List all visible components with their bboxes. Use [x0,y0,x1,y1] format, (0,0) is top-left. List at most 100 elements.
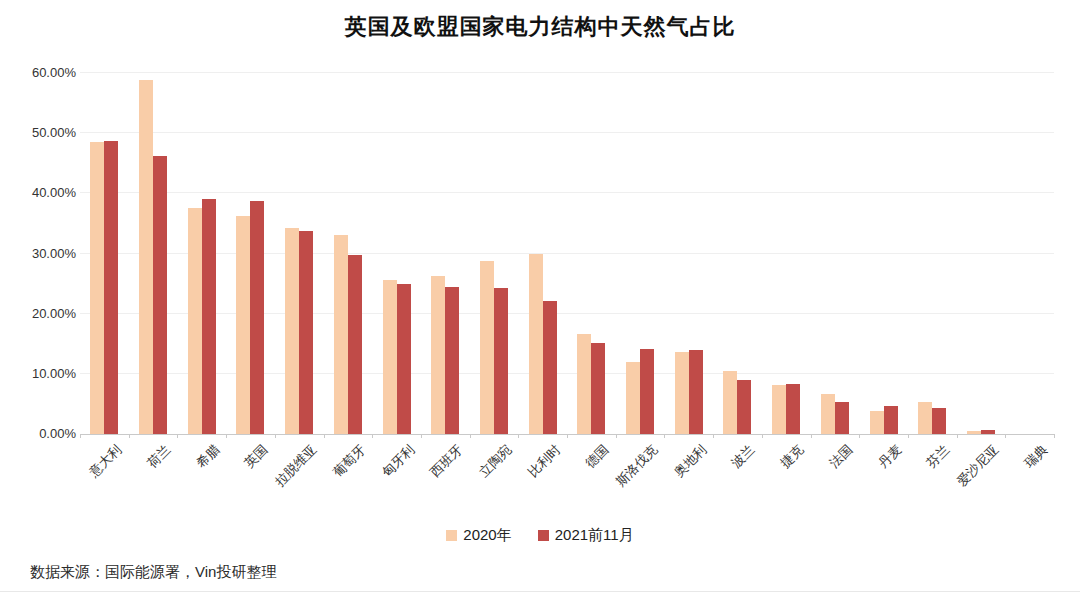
x-tick-mark [177,434,178,438]
bar-2021前11月-比利时 [543,301,557,434]
y-axis-tick-label: 20.00% [6,307,76,321]
bar-2021前11月-德国 [591,343,605,434]
x-tick-mark [957,434,958,438]
x-tick-mark [80,434,81,438]
bar-2020年-意大利 [90,142,104,434]
gridline-10 [80,373,1054,374]
bar-2021前11月-法国 [835,402,849,434]
x-label-英国: 英国 [241,441,272,472]
bar-2021前11月-希腊 [202,199,216,434]
bar-2020年-捷克 [772,385,786,434]
bar-2021前11月-立陶宛 [494,288,508,434]
bar-2021前11月-波兰 [737,380,751,434]
x-tick-mark [713,434,714,438]
x-tick-mark [762,434,763,438]
bar-2020年-英国 [236,216,250,434]
x-tick-mark [1054,434,1055,438]
legend-label: 2020年 [463,526,511,545]
x-label-波兰: 波兰 [728,441,759,472]
bar-2021前11月-葡萄牙 [348,255,362,434]
x-tick-mark [275,434,276,438]
x-tick-mark [129,434,130,438]
x-label-希腊: 希腊 [192,441,223,472]
x-label-荷兰: 荷兰 [144,441,175,472]
bar-2020年-拉脱维亚 [285,228,299,434]
bar-2021前11月-荷兰 [153,156,167,434]
x-tick-mark [567,434,568,438]
bar-2020年-芬兰 [918,402,932,434]
gridline-50 [80,132,1054,133]
bar-2020年-比利时 [529,254,543,434]
x-tick-mark [859,434,860,438]
x-label-芬兰: 芬兰 [923,441,954,472]
x-label-瑞典: 瑞典 [1020,441,1051,472]
y-axis-tick-label: 60.00% [6,66,76,80]
bar-2020年-立陶宛 [480,261,494,434]
chart-title: 英国及欧盟国家电力结构中天然气占比 [0,12,1080,42]
chart-container: 英国及欧盟国家电力结构中天然气占比 意大利荷兰希腊英国拉脱维亚葡萄牙匈牙利西班牙… [0,0,1080,594]
bar-2021前11月-爱沙尼亚 [981,430,995,434]
x-tick-mark [421,434,422,438]
y-axis-tick-label: 0.00% [6,427,76,441]
x-tick-mark [518,434,519,438]
x-label-比利时: 比利时 [524,441,564,481]
bar-2021前11月-拉脱维亚 [299,231,313,434]
x-tick-mark [1005,434,1006,438]
x-label-奥地利: 奥地利 [670,441,710,481]
bar-2021前11月-英国 [250,201,264,434]
bottom-divider [0,591,1080,592]
y-axis-tick-label: 50.00% [6,126,76,140]
x-label-德国: 德国 [582,441,613,472]
legend-swatch-icon [538,530,549,541]
legend-swatch-icon [446,530,457,541]
x-label-捷克: 捷克 [777,441,808,472]
x-label-丹麦: 丹麦 [874,441,905,472]
bar-2020年-爱沙尼亚 [967,431,981,434]
x-label-葡萄牙: 葡萄牙 [329,441,369,481]
x-label-意大利: 意大利 [86,441,126,481]
bar-2020年-荷兰 [139,80,153,434]
y-axis-tick-label: 10.00% [6,367,76,381]
bar-2021前11月-捷克 [786,384,800,434]
gridline-30 [80,253,1054,254]
gridline-40 [80,192,1054,193]
gridline-60 [80,72,1054,73]
x-label-斯洛伐克: 斯洛伐克 [612,441,661,490]
bar-2021前11月-西班牙 [445,287,459,434]
x-label-匈牙利: 匈牙利 [378,441,418,481]
x-tick-mark [226,434,227,438]
y-axis-tick-label: 30.00% [6,247,76,261]
x-tick-mark [372,434,373,438]
x-label-拉脱维亚: 拉脱维亚 [271,441,320,490]
bar-2020年-斯洛伐克 [626,362,640,434]
x-tick-mark [470,434,471,438]
bar-2020年-德国 [577,334,591,434]
data-source: 数据来源：国际能源署，Vin投研整理 [30,563,276,582]
y-axis-tick-label: 40.00% [6,186,76,200]
bar-2021前11月-斯洛伐克 [640,349,654,434]
x-tick-mark [811,434,812,438]
bar-2021前11月-匈牙利 [397,284,411,434]
bar-2021前11月-意大利 [104,141,118,434]
x-label-西班牙: 西班牙 [427,441,467,481]
x-tick-mark [664,434,665,438]
bar-2020年-丹麦 [870,411,884,434]
legend-item: 2021前11月 [538,526,634,545]
bar-2021前11月-芬兰 [932,408,946,434]
bar-2020年-葡萄牙 [334,235,348,434]
legend-item: 2020年 [446,526,511,545]
bar-2021前11月-奥地利 [689,350,703,434]
legend: 2020年 2021前11月 [0,526,1080,545]
bar-2020年-匈牙利 [383,280,397,434]
bar-2020年-法国 [821,394,835,434]
gridline-20 [80,313,1054,314]
x-label-立陶宛: 立陶宛 [475,441,515,481]
bar-2020年-奥地利 [675,352,689,434]
x-tick-mark [908,434,909,438]
legend-label: 2021前11月 [555,526,634,545]
x-label-法国: 法国 [825,441,856,472]
bar-2020年-波兰 [723,371,737,434]
bar-2020年-西班牙 [431,276,445,434]
x-label-爱沙尼亚: 爱沙尼亚 [953,441,1002,490]
x-tick-mark [616,434,617,438]
